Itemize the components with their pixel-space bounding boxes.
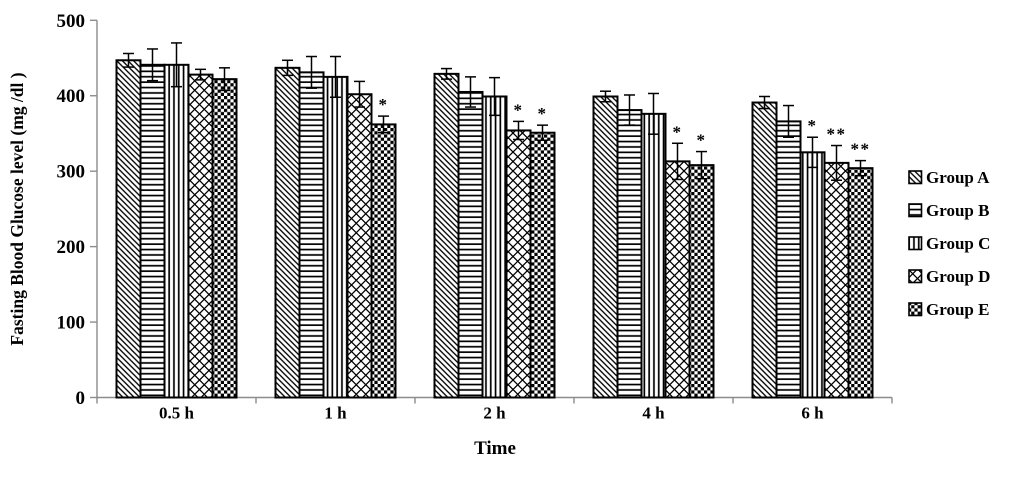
x-axis-title: Time [474,438,516,459]
checkerboard-swatch-icon [908,302,923,317]
bar-group-c-1-h [322,75,349,399]
bar-group-e-6-h [847,167,874,399]
bar-group-c-2-h [481,95,508,399]
bar-group-a-2-h [433,72,460,399]
legend-item-group-b: Group B [908,200,990,221]
legend-item-group-d: Group D [908,266,990,287]
significance-marker: * [697,131,707,150]
legend-item-group-c: Group C [908,233,990,254]
y-tick-label: 400 [57,86,86,107]
bar-group-a-4-h [592,95,619,399]
x-category-label: 0.5 h [159,404,195,423]
x-category-label: 6 h [801,404,824,423]
y-axis-title: Fasting Blood Glucose level (mg /dl ) [7,72,27,346]
legend-label: Group E [926,299,990,319]
legend-label: Group A [926,167,990,187]
bar-group-b-4-h [616,109,643,399]
y-tick-label: 300 [57,162,86,183]
x-category-label: 2 h [483,404,506,423]
vertical-swatch-icon [908,236,923,251]
y-tick-label: 0 [76,388,86,409]
bar-group-e-2-h [529,131,556,399]
bar-group-c-4-h [640,112,667,399]
legend: Group A Group B Group C Group D Group E [908,167,990,320]
bar-group-a-6-h [751,101,778,399]
bar-group-d-1-h [346,93,373,399]
bar-group-e-4-h [688,164,715,399]
x-category-label: 1 h [324,404,347,423]
legend-item-group-e: Group E [908,299,990,320]
bar-group-b-6-h [775,120,802,399]
significance-marker: * [538,104,548,123]
x-category-label: 4 h [642,404,665,423]
bar-group-a-0-5-h [115,59,142,399]
diamond-crosshatch-swatch-icon [908,269,923,284]
y-tick-label: 500 [57,11,86,32]
significance-marker: * [808,116,818,135]
bar-group-e-1-h [370,123,397,399]
y-tick-label: 100 [57,313,86,334]
bar-group-b-1-h [298,71,325,399]
legend-label: Group C [926,233,991,253]
legend-label: Group D [926,266,991,286]
bar-group-c-0-5-h [163,63,190,399]
bar-group-d-2-h [505,129,532,399]
y-tick-label: 200 [57,237,86,258]
significance-marker: ** [851,140,871,159]
bar-group-b-0-5-h [139,63,166,399]
legend-label: Group B [926,200,990,220]
diagonal-down-swatch-icon [908,170,923,185]
significance-marker: * [673,122,683,141]
bar-group-a-1-h [274,66,301,399]
significance-marker: * [514,100,524,119]
bar-group-b-2-h [457,90,484,399]
bar-group-c-6-h [799,151,826,399]
significance-marker: * [379,95,389,114]
horizontal-swatch-icon [908,203,923,218]
bar-group-e-0-5-h [211,78,238,399]
legend-item-group-a: Group A [908,167,990,188]
bar-group-d-0-5-h [187,73,214,399]
significance-marker: ** [827,125,847,144]
bar-group-d-4-h [664,160,691,399]
bar-group-d-6-h [823,161,850,399]
